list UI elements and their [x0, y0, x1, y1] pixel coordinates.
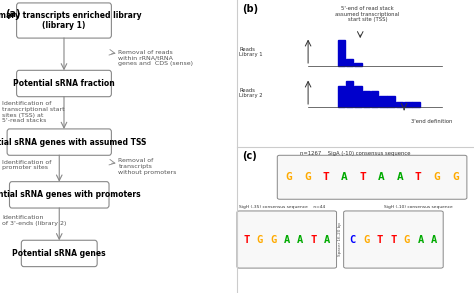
Text: Reads
Library 2: Reads Library 2: [239, 88, 263, 98]
Text: (a): (a): [5, 9, 20, 19]
FancyBboxPatch shape: [17, 70, 111, 97]
Text: SigH (-35) consensus sequence    n=44: SigH (-35) consensus sequence n=44: [239, 205, 326, 209]
Text: T: T: [359, 172, 366, 182]
FancyBboxPatch shape: [17, 3, 111, 38]
Bar: [354, 63, 362, 66]
Text: G: G: [304, 172, 311, 182]
Bar: [346, 59, 354, 66]
Text: Identification of
transcriptional start
sites (TSS) at
5'-read stacks: Identification of transcriptional start …: [2, 101, 65, 123]
FancyBboxPatch shape: [21, 240, 97, 267]
FancyBboxPatch shape: [344, 211, 443, 268]
Text: A: A: [297, 234, 303, 245]
Text: T: T: [311, 234, 317, 245]
Text: T: T: [322, 172, 329, 182]
Text: G: G: [256, 234, 263, 245]
Text: T: T: [415, 172, 422, 182]
FancyBboxPatch shape: [9, 182, 109, 208]
Bar: [346, 81, 354, 107]
Text: Potential sRNA genes: Potential sRNA genes: [12, 249, 106, 258]
Text: Removal of
transcripts
without promoters: Removal of transcripts without promoters: [118, 158, 177, 175]
Bar: [396, 102, 403, 107]
Text: (b): (b): [242, 4, 258, 14]
Text: G: G: [404, 234, 410, 245]
Text: G: G: [433, 172, 440, 182]
Text: 3'end definition: 3'end definition: [411, 119, 453, 124]
Text: Potential sRNA genes with assumed TSS: Potential sRNA genes with assumed TSS: [0, 138, 146, 146]
Bar: [354, 86, 362, 107]
Text: A: A: [324, 234, 330, 245]
Text: A: A: [341, 172, 348, 182]
Text: T: T: [377, 234, 383, 245]
Text: Reads
Library 1: Reads Library 1: [239, 47, 263, 57]
Text: Spacer 16-20 bp: Spacer 16-20 bp: [338, 222, 342, 256]
Text: G: G: [363, 234, 369, 245]
Bar: [371, 91, 378, 107]
FancyBboxPatch shape: [277, 155, 467, 199]
Bar: [379, 96, 387, 107]
Bar: [337, 40, 345, 66]
Bar: [412, 102, 420, 107]
Text: A: A: [283, 234, 290, 245]
Bar: [387, 96, 395, 107]
Text: SigH (-10) consensus sequence: SigH (-10) consensus sequence: [384, 205, 453, 209]
Text: Potential sRNA fraction: Potential sRNA fraction: [13, 79, 115, 88]
Bar: [337, 86, 345, 107]
Text: G: G: [452, 172, 459, 182]
Text: G: G: [270, 234, 276, 245]
Bar: [404, 102, 411, 107]
Text: T: T: [390, 234, 397, 245]
Text: A: A: [378, 172, 385, 182]
Bar: [363, 91, 370, 107]
Text: Removal of reads
within rRNA/tRNA
genes and  CDS (sense): Removal of reads within rRNA/tRNA genes …: [118, 50, 193, 67]
Text: A: A: [418, 234, 424, 245]
Text: Identification of
promoter sites: Identification of promoter sites: [2, 160, 52, 171]
Text: A: A: [396, 172, 403, 182]
FancyBboxPatch shape: [237, 211, 337, 268]
Text: n=1267    SigA (-10) consensus sequence: n=1267 SigA (-10) consensus sequence: [300, 151, 411, 156]
Text: Identification
of 3'-ends (library 2): Identification of 3'-ends (library 2): [2, 215, 67, 226]
Text: G: G: [285, 172, 292, 182]
Text: 5'-end of read stack
assumed transcriptional
start site (TSS): 5'-end of read stack assumed transcripti…: [335, 6, 400, 23]
Text: T: T: [243, 234, 249, 245]
Text: A: A: [431, 234, 437, 245]
Text: Potential sRNA genes with promoters: Potential sRNA genes with promoters: [0, 190, 141, 199]
Text: Primary transcripts enriched library
(library 1): Primary transcripts enriched library (li…: [0, 11, 142, 30]
Text: C: C: [350, 234, 356, 245]
FancyBboxPatch shape: [7, 129, 111, 155]
Text: (c): (c): [242, 151, 256, 161]
